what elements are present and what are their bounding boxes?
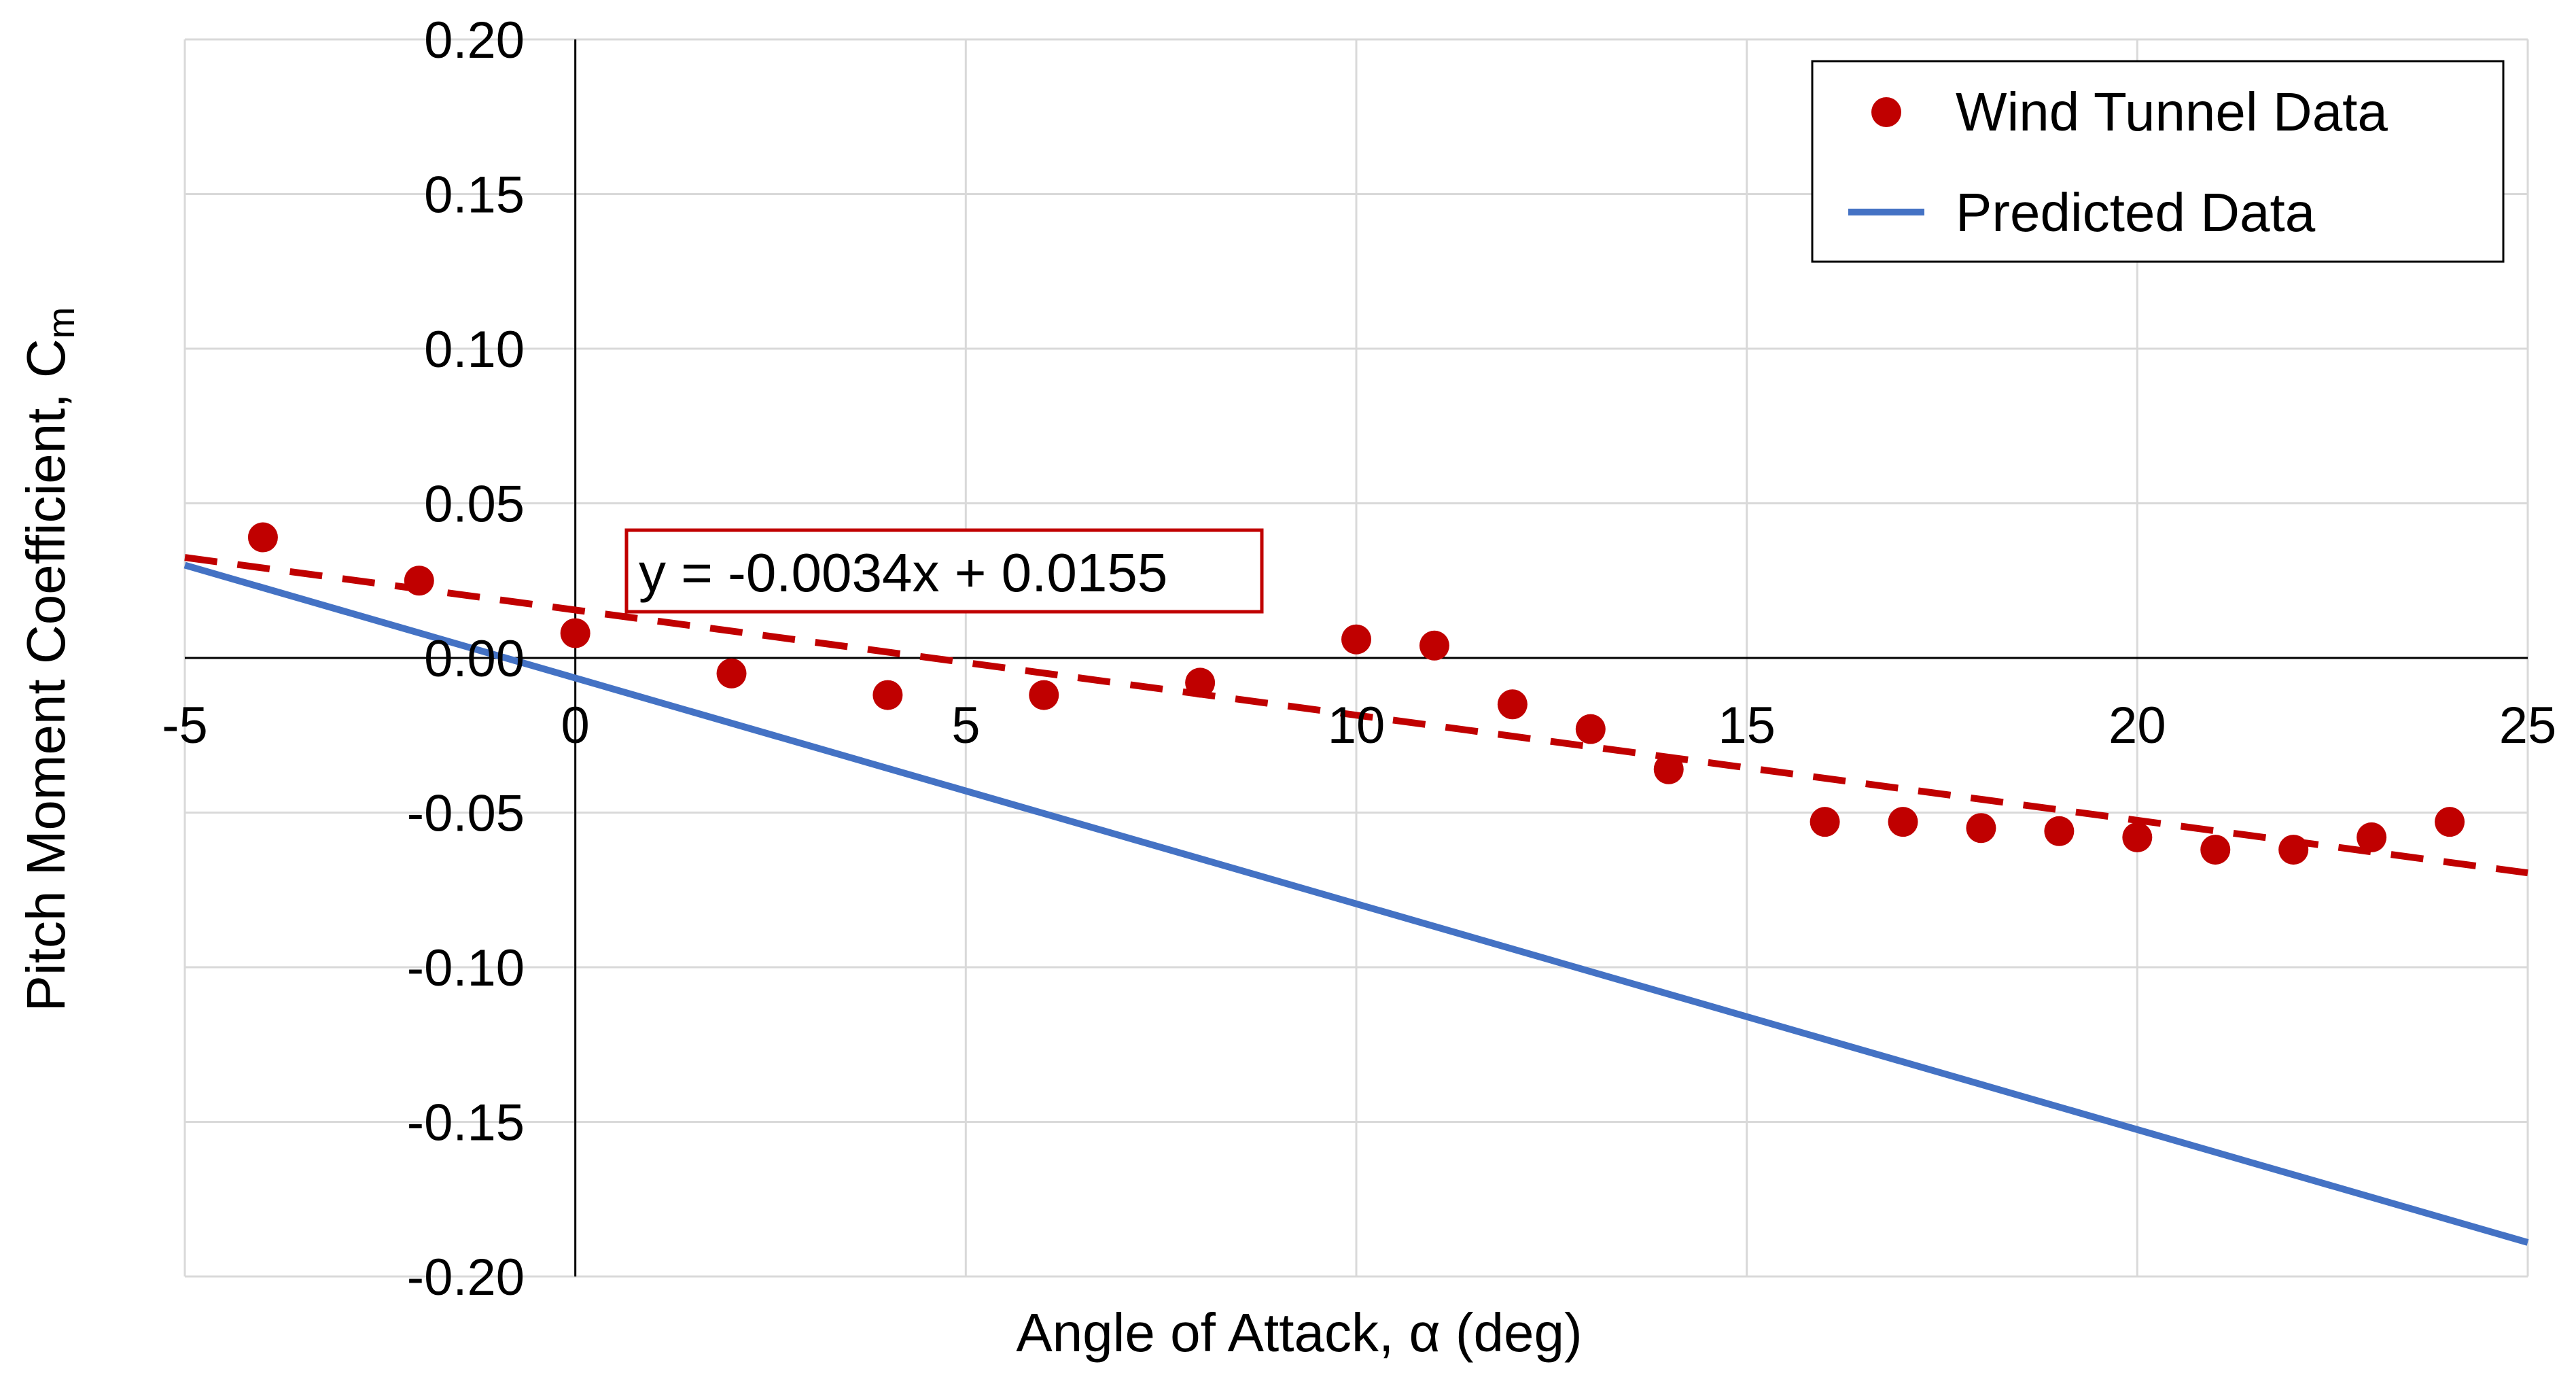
data-point — [1653, 754, 1684, 784]
x-tick-label: 5 — [951, 697, 980, 754]
x-axis-title: Angle of Attack, α (deg) — [1016, 1302, 1582, 1363]
y-tick-label: 0.00 — [424, 630, 525, 688]
x-tick-label: 15 — [1718, 697, 1776, 754]
x-tick-label: 25 — [2499, 697, 2557, 754]
data-point — [716, 658, 747, 689]
data-point — [2044, 816, 2075, 846]
x-tick-label: 20 — [2109, 697, 2166, 754]
data-point — [2122, 822, 2153, 852]
data-point — [2278, 835, 2309, 865]
data-point — [2435, 807, 2465, 837]
data-point — [872, 680, 903, 710]
trendline — [184, 554, 2528, 877]
y-axis-title-main: Pitch Moment Coefficient, C — [16, 338, 76, 1011]
legend-label-predicted: Predicted Data — [1956, 182, 2316, 243]
y-tick-label: 0.10 — [424, 321, 525, 379]
data-point — [1341, 624, 1371, 655]
legend-box — [1811, 60, 2505, 263]
axes — [185, 39, 2528, 1276]
x-tick-label: 0 — [561, 697, 590, 754]
trendline-equation-box — [624, 528, 1264, 614]
data-point — [560, 618, 590, 648]
y-tick-labels: 0.20 0.15 0.10 0.05 0.00 -0.05 -0.10 -0.15 -0.20 — [407, 12, 525, 1306]
y-axis-title-subscript: m — [39, 307, 82, 339]
y-tick-label: -0.05 — [407, 785, 525, 843]
y-tick-label: 0.05 — [424, 476, 525, 534]
data-point — [1888, 807, 1918, 837]
data-point — [1810, 807, 1840, 837]
data-point — [1419, 630, 1449, 661]
data-point — [2200, 835, 2231, 865]
data-point — [1497, 689, 1528, 720]
data-point — [2357, 822, 2387, 852]
data-point — [1029, 680, 1059, 710]
x-tick-label: 10 — [1328, 697, 1386, 754]
wind-tunnel-series — [247, 522, 2465, 865]
legend: Wind Tunnel Data Predicted Data — [1811, 60, 2505, 263]
trendline-dashed — [184, 554, 2528, 877]
y-tick-label: -0.20 — [407, 1249, 525, 1306]
y-tick-label: -0.15 — [407, 1094, 525, 1152]
data-point — [247, 522, 278, 553]
y-axis-title: Pitch Moment Coefficient, Cm — [16, 307, 82, 1012]
legend-label-wind-tunnel: Wind Tunnel Data — [1956, 82, 2388, 142]
predicted-data-line — [183, 561, 2529, 1246]
y-tick-label: 0.20 — [424, 12, 525, 69]
data-point — [1966, 813, 1996, 844]
legend-marker-wind-tunnel — [1871, 97, 1901, 127]
data-point — [404, 566, 434, 596]
data-point — [1575, 714, 1606, 744]
predicted-series — [183, 561, 2529, 1246]
trendline-equation-text: y = -0.0034x + 0.0155 — [639, 542, 1167, 603]
trendline-equation: y = -0.0034x + 0.0155 — [624, 528, 1264, 614]
x-tick-labels: -5 0 5 10 15 20 25 — [162, 697, 2556, 754]
x-tick-label: -5 — [162, 697, 208, 754]
y-tick-label: 0.15 — [424, 167, 525, 224]
y-tick-label: -0.10 — [407, 939, 525, 997]
data-point — [1185, 667, 1216, 698]
